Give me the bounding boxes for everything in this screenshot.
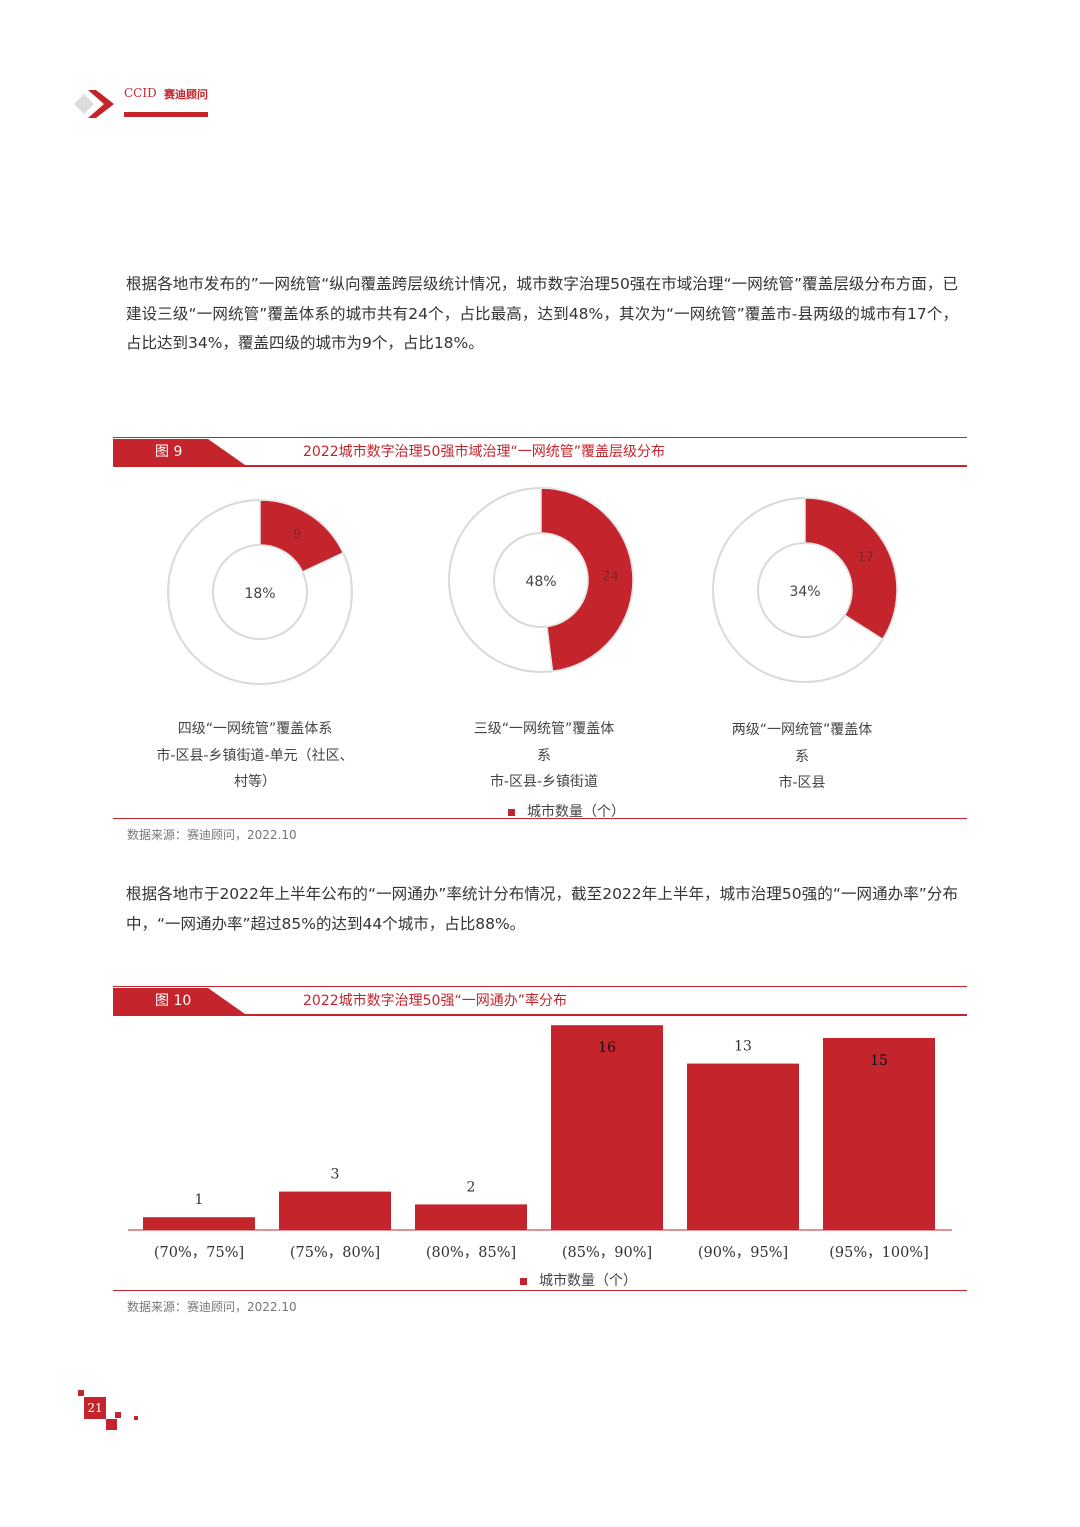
donut-label-1: 四级“一网统管”覆盖体系 市-区县-乡镇街道-单元（社区、 村等）	[156, 721, 354, 790]
x-tick-label: (80%，85%]	[425, 1245, 517, 1261]
bar-value-label: 2	[467, 1179, 476, 1195]
figure-9-tag: 图 9	[113, 439, 245, 465]
figure-10-legend: 城市数量（个）	[520, 1270, 637, 1290]
donut-percent-label: 48%	[525, 574, 556, 590]
donut-percent-label: 18%	[244, 586, 275, 602]
donut-percent-label: 34%	[789, 584, 820, 600]
figure-10-divider	[113, 1290, 967, 1291]
logo-bar	[124, 112, 208, 117]
bar-4	[551, 1025, 663, 1230]
legend-swatch	[520, 1277, 527, 1285]
bar-2	[279, 1191, 391, 1230]
legend-label: 城市数量（个）	[527, 804, 625, 820]
bar-value-label: 13	[734, 1039, 752, 1055]
x-tick-label: (75%，80%]	[289, 1245, 381, 1261]
figure-10-header: 图 10 2022城市数字治理50强“一网通办”率分布	[113, 986, 967, 1016]
donut-slice-1	[259, 499, 345, 573]
figure-9-header: 图 9 2022城市数字治理50强市域治理“一网统管”覆盖层级分布	[113, 437, 967, 467]
figure-9-source: 数据来源：赛迪顾问，2022.10	[127, 828, 297, 842]
bar-3	[415, 1204, 527, 1230]
paragraph-1: 根据各地市发布的”一网统管“纵向覆盖跨层级统计情况，城市数字治理50强在市域治理…	[126, 275, 958, 352]
page-number-badge: 21	[78, 1390, 148, 1435]
figure-10-source: 数据来源：赛迪顾问，2022.10	[127, 1300, 297, 1314]
legend-swatch	[508, 808, 515, 816]
x-tick-label: (90%，95%]	[697, 1245, 789, 1261]
donut-label-2: 三级“一网统管”覆盖体系市-区县-乡镇街道	[473, 721, 615, 790]
donut-charts: 9 18% 24 48% 17 34%	[167, 487, 898, 685]
bar-value-label: 1	[195, 1192, 204, 1208]
bar-1	[143, 1217, 255, 1230]
bar-6	[823, 1038, 935, 1230]
logo-brand-cn: 赛迪顾问	[164, 88, 208, 101]
bar-value-label: 15	[870, 1053, 888, 1069]
legend-label: 城市数量（个）	[539, 1273, 637, 1289]
donut-label-3: 两级“一网统管”覆盖体系市-区县	[731, 722, 873, 791]
donut-value-label: 24	[602, 570, 619, 585]
bar-value-label: 3	[331, 1167, 340, 1183]
figure-10-title: 2022城市数字治理50强“一网通办”率分布	[303, 993, 567, 1009]
figure-9-title: 2022城市数字治理50强市域治理“一网统管”覆盖层级分布	[303, 444, 665, 460]
bar-value-label: 16	[598, 1040, 616, 1056]
page-number: 21	[84, 1397, 106, 1419]
logo-brand: CCID	[124, 86, 157, 100]
donut-slice-3	[804, 497, 898, 641]
figure-9-legend: 城市数量（个）	[508, 801, 625, 821]
x-tick-label: (85%，90%]	[561, 1245, 653, 1261]
x-tick-label: (95%，100%]	[829, 1245, 929, 1261]
donut-value-label: 9	[293, 527, 301, 542]
donut-value-label: 17	[858, 551, 875, 566]
paragraph-2: 根据各地市于2022年上半年公布的“一网通办”率统计分布情况，截至2022年上半…	[126, 885, 958, 933]
bar-5	[687, 1063, 799, 1230]
figure-9-divider	[113, 818, 967, 819]
donut-slice-2	[540, 487, 634, 673]
logo-mark-icon	[74, 90, 114, 118]
logo: CCID 赛迪顾问	[72, 84, 212, 124]
figure-10-tag: 图 10	[113, 988, 245, 1014]
x-tick-label: (70%，75%]	[153, 1245, 245, 1261]
